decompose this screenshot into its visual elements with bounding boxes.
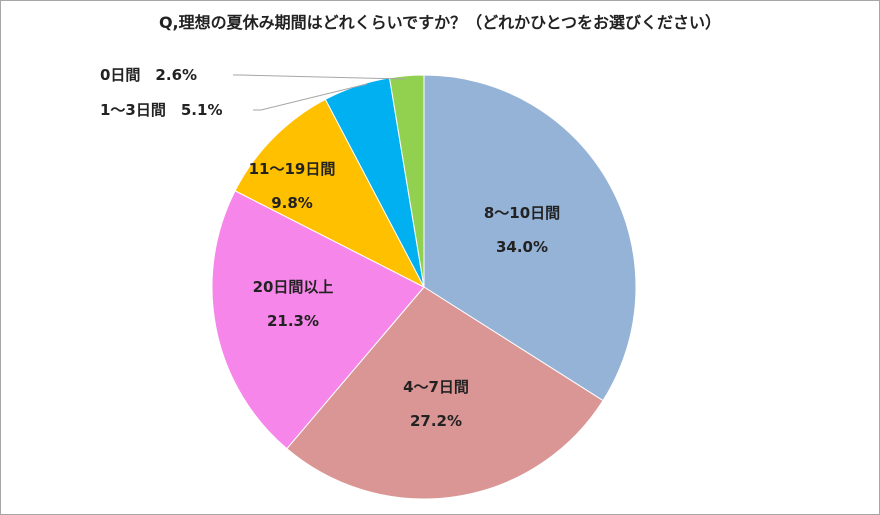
slice-label: 11〜19日間 — [249, 160, 336, 178]
slice-label: 0日間 2.6% — [100, 66, 197, 84]
pie-slice — [211, 190, 425, 450]
slice-value-label: 21.3% — [267, 312, 319, 330]
leader-line — [233, 74, 406, 80]
slice-value-label: 9.8% — [271, 194, 313, 212]
chart-title: Q,理想の夏休み期間はどれくらいですか？（どれかひとつをお選びください） — [158, 13, 722, 32]
leader-line — [253, 83, 368, 111]
slice-value-label: 34.0% — [496, 238, 548, 256]
slice-label: 8〜10日間 — [484, 204, 560, 222]
pie-slice — [286, 286, 604, 500]
slice-label: 1〜3日間 5.1% — [100, 101, 222, 119]
slice-value-label: 27.2% — [410, 412, 462, 430]
pie-slice — [423, 74, 637, 402]
slice-label: 20日間以上 — [253, 278, 334, 296]
slice-label: 4〜7日間 — [403, 378, 469, 396]
pie-slice — [234, 98, 426, 289]
pie-slice — [388, 74, 425, 288]
